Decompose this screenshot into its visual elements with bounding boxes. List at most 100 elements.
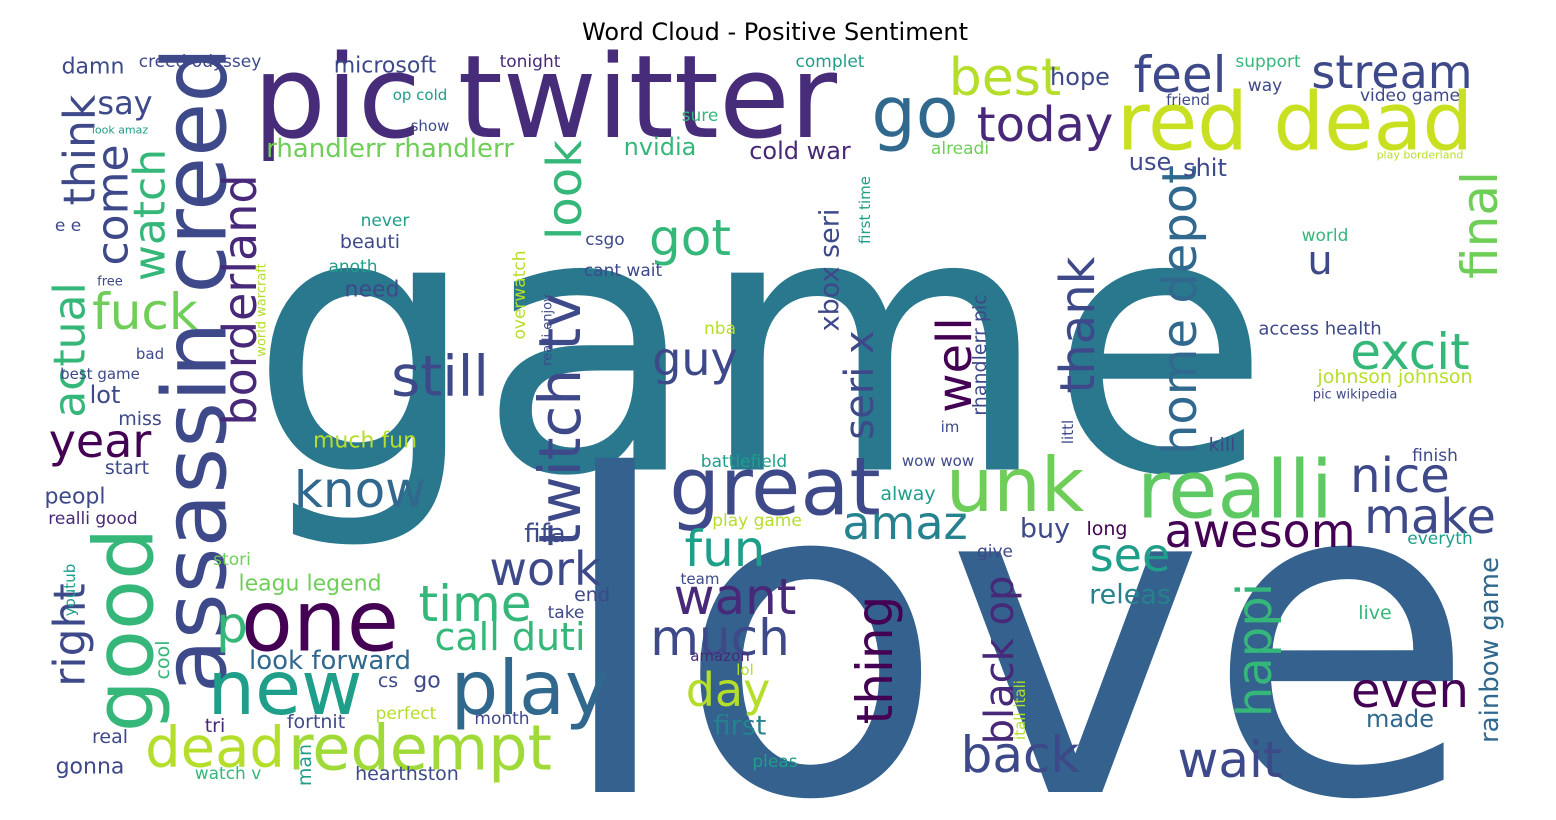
word: fun	[685, 520, 766, 578]
word: anoth	[328, 257, 377, 277]
word: watch v	[195, 764, 262, 784]
word: today	[977, 97, 1113, 153]
word: creed odyssey	[139, 52, 262, 72]
word: show	[411, 117, 450, 135]
word: rainbow game	[1475, 557, 1505, 743]
word: fuck	[92, 283, 198, 341]
word: microsoft	[334, 54, 437, 79]
word: pleas	[752, 752, 797, 772]
word: happi	[1227, 583, 1283, 717]
word: buy	[1020, 514, 1070, 545]
word: finish	[1412, 446, 1458, 466]
word: best game	[60, 365, 140, 383]
word: complet	[796, 52, 865, 72]
word: live	[1358, 602, 1392, 624]
word: actual	[45, 282, 96, 417]
word: much	[650, 609, 790, 667]
word: nice	[1350, 448, 1450, 504]
word: world	[1302, 226, 1349, 246]
word: way	[1248, 76, 1282, 96]
word: p	[216, 596, 248, 654]
word: month	[474, 709, 529, 729]
word: access health	[1258, 319, 1381, 340]
word: team	[681, 570, 720, 588]
word: hearthston	[355, 763, 459, 785]
word: love	[554, 384, 1477, 820]
word: fifa	[524, 519, 565, 549]
word: real	[92, 726, 128, 748]
word: video game	[1360, 86, 1460, 106]
word: leagu legend	[238, 572, 381, 597]
word: borderland	[213, 174, 267, 425]
word: watch	[125, 149, 176, 281]
word: lot	[90, 381, 121, 409]
word: cant wait	[584, 261, 663, 281]
word: nba	[704, 319, 736, 339]
word: take	[548, 603, 585, 623]
word: dead	[145, 716, 285, 781]
word: look amaz	[92, 124, 149, 137]
word: tri	[205, 715, 226, 737]
word: final	[1451, 171, 1509, 279]
word: op cold	[393, 86, 448, 104]
word: call duti	[434, 615, 585, 659]
word: go	[871, 72, 958, 154]
word: hope	[1050, 63, 1110, 91]
word: xbox seri	[815, 209, 846, 332]
word: sure	[682, 106, 719, 126]
word: end	[574, 584, 610, 606]
word: damn	[62, 55, 125, 80]
word: go	[413, 669, 440, 694]
word: assassin creed	[144, 47, 247, 693]
word: u	[1307, 238, 1332, 284]
word: overwatch	[510, 250, 530, 339]
word: friend	[1166, 91, 1210, 109]
word: come	[88, 144, 139, 265]
word: stori	[213, 550, 251, 570]
word: amazon	[690, 647, 750, 665]
word: give	[977, 542, 1013, 562]
word: say	[97, 84, 152, 122]
word: wow wow	[902, 452, 974, 470]
word: support	[1235, 52, 1301, 72]
word: time	[419, 575, 532, 633]
word: home depot	[1152, 165, 1208, 455]
word: good	[78, 528, 173, 732]
word: day	[686, 663, 771, 717]
word: man	[294, 744, 316, 786]
word: look	[537, 140, 593, 240]
word: alway	[880, 483, 935, 505]
word: feel	[1133, 46, 1226, 104]
word: red dead	[1117, 76, 1473, 169]
word: think	[55, 94, 106, 205]
word: much fun	[313, 429, 417, 454]
word: guy	[652, 332, 738, 386]
word: cold war	[749, 137, 851, 165]
word: world warcraft	[255, 263, 270, 357]
word: kill	[1209, 434, 1236, 456]
word: see	[1090, 528, 1171, 582]
word: cool	[152, 641, 174, 680]
word: new	[207, 644, 362, 732]
word: start	[105, 457, 149, 479]
word: realli enjoy	[541, 294, 556, 366]
word: seri x	[837, 330, 883, 439]
word: thing	[846, 596, 904, 725]
word: awesom	[1164, 504, 1355, 558]
word: pic twitter	[253, 31, 838, 165]
word: got	[649, 209, 731, 267]
word: best	[949, 48, 1061, 108]
word: know	[294, 461, 426, 519]
word: gonna	[56, 755, 125, 780]
word: perfect	[376, 704, 437, 724]
word: well	[927, 317, 983, 412]
word: play	[451, 644, 610, 732]
word: bad	[136, 345, 164, 363]
word: use	[1129, 148, 1171, 176]
word: free	[97, 275, 123, 290]
word: want	[674, 568, 797, 626]
word: miss	[118, 408, 162, 430]
